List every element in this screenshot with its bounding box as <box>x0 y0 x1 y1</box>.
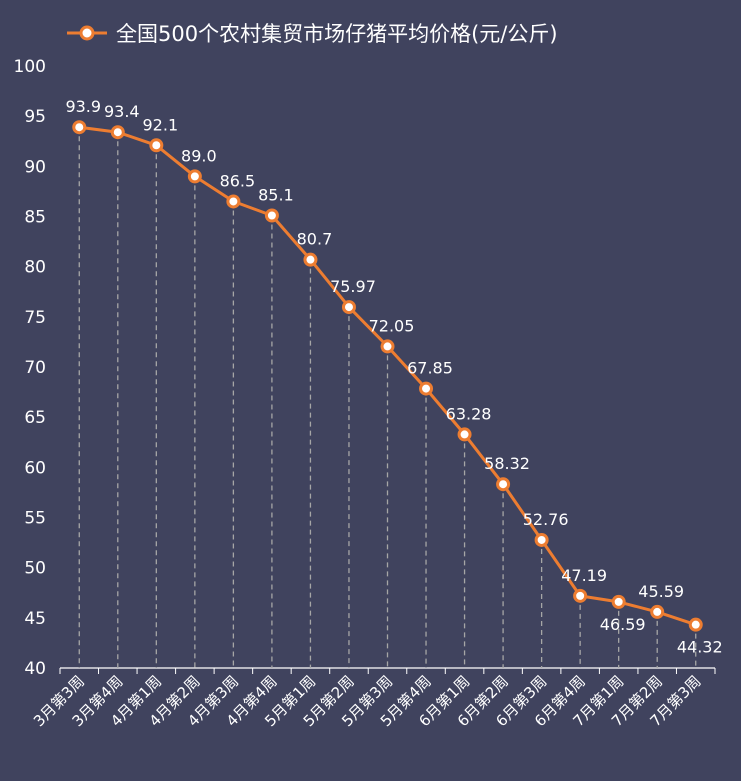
y-tick-label: 100 <box>14 57 46 77</box>
y-tick-label: 90 <box>24 157 46 177</box>
data-label: 46.59 <box>600 615 646 634</box>
y-tick-label: 60 <box>24 458 46 478</box>
data-point-marker <box>341 300 356 315</box>
y-tick-label: 75 <box>24 308 46 328</box>
data-label: 58.32 <box>484 454 530 473</box>
data-point-marker <box>303 252 318 267</box>
drop-lines <box>78 127 697 668</box>
data-label: 86.5 <box>220 171 256 190</box>
data-label: 67.85 <box>407 359 453 378</box>
legend-marker-swatch <box>79 25 95 41</box>
data-point-marker <box>573 588 588 603</box>
data-point-marker <box>187 169 202 184</box>
y-tick-label: 70 <box>24 358 46 378</box>
data-point-marker <box>72 120 87 135</box>
data-label: 75.97 <box>330 277 376 296</box>
y-tick-label: 55 <box>24 509 46 529</box>
data-label: 47.19 <box>561 566 607 585</box>
data-point-marker <box>264 208 279 223</box>
legend: 全国500个农村集贸市场仔猪平均价格(元/公斤) <box>67 22 558 46</box>
data-point-marker <box>611 594 626 609</box>
y-tick-label: 50 <box>24 559 46 579</box>
data-point-marker <box>149 138 164 153</box>
data-label: 45.59 <box>638 582 684 601</box>
y-tick-label: 85 <box>24 208 46 228</box>
data-label: 85.1 <box>258 185 294 204</box>
y-tick-label: 45 <box>24 609 46 629</box>
data-label: 44.32 <box>677 638 723 657</box>
y-tick-label: 80 <box>24 258 46 278</box>
legend-label: 全国500个农村集贸市场仔猪平均价格(元/公斤) <box>116 22 558 46</box>
data-point-marker <box>650 604 665 619</box>
data-label: 93.9 <box>65 97 101 116</box>
data-point-marker <box>419 381 434 396</box>
data-label: 93.4 <box>104 102 140 121</box>
data-point-marker <box>226 194 241 209</box>
y-tick-label: 65 <box>24 408 46 428</box>
data-point-marker <box>110 125 125 140</box>
data-label: 72.05 <box>369 316 415 335</box>
data-label: 63.28 <box>446 404 492 423</box>
y-tick-label: 95 <box>24 107 46 127</box>
data-point-marker <box>496 477 511 492</box>
x-axis: 3月第3周3月第4周4月第1周4月第2周4月第3周4月第4周5月第1周5月第2周… <box>30 667 716 730</box>
markers <box>72 120 703 632</box>
data-label: 89.0 <box>181 146 217 165</box>
data-label: 52.76 <box>523 510 569 529</box>
data-label: 80.7 <box>297 230 333 249</box>
data-labels: 93.9 93.492.189.086.585.1 80.7 75.97 72.05 67… <box>65 97 722 656</box>
y-tick-label: 40 <box>24 659 46 679</box>
data-point-marker <box>380 339 395 354</box>
data-label: 92.1 <box>143 115 179 134</box>
y-axis: 40 45 50 55 60 65 70 75 80 85 90 95 100 <box>14 57 46 679</box>
data-point-marker <box>457 427 472 442</box>
data-point-marker <box>534 532 549 547</box>
data-point-marker <box>688 617 703 632</box>
